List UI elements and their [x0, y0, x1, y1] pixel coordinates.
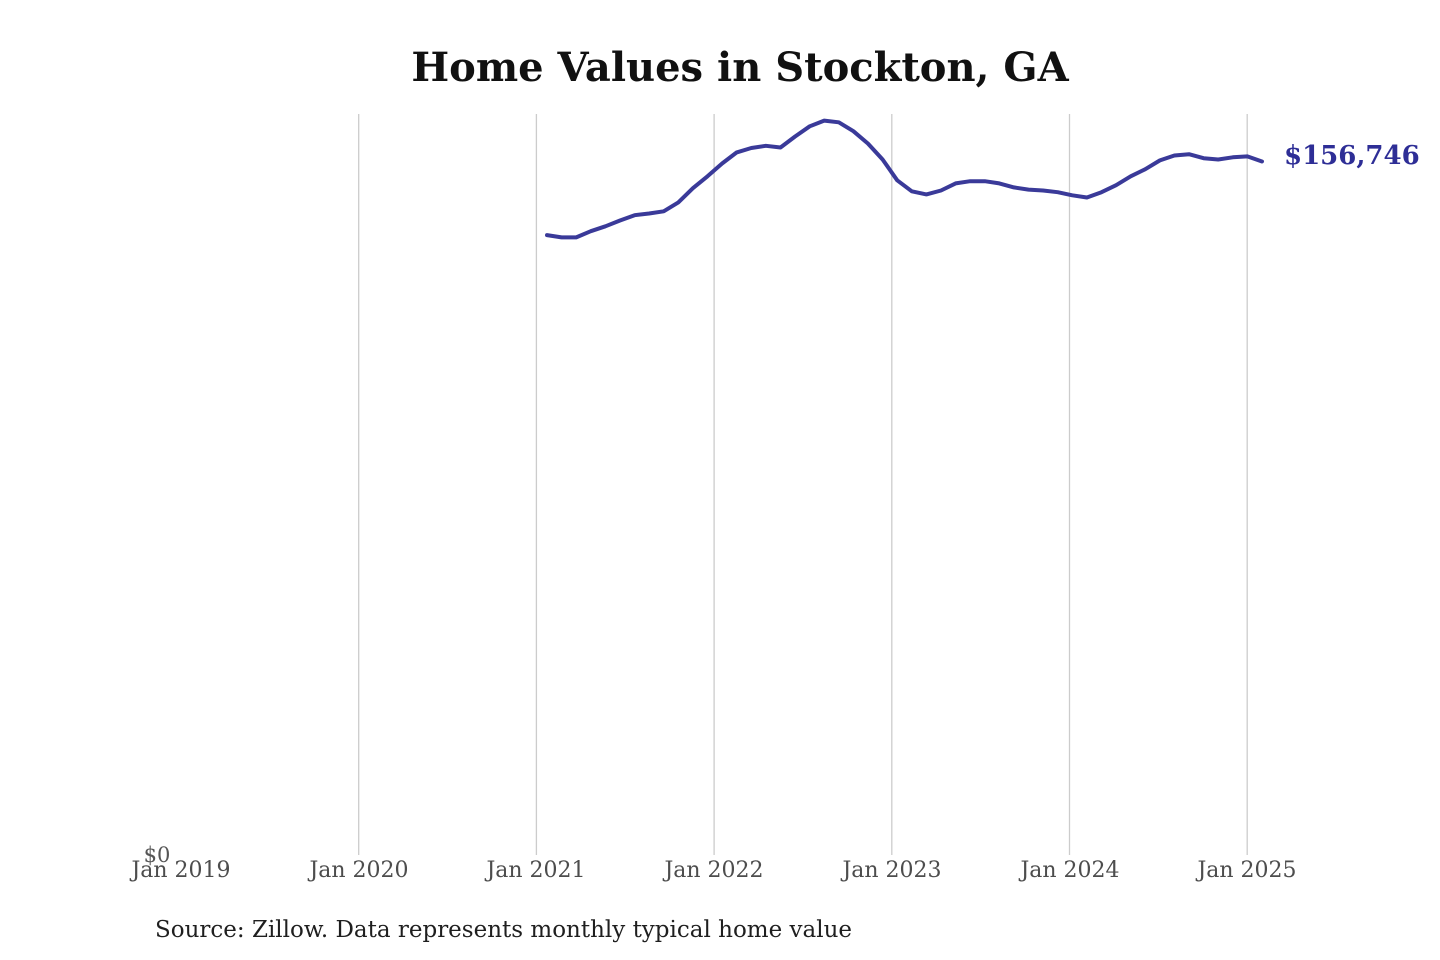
source-note: Source: Zillow. Data represents monthly … [155, 917, 853, 943]
x-axis-label: Jan 2020 [309, 858, 409, 883]
x-axis-label: Jan 2021 [486, 858, 586, 883]
latest-value-label: $156,746 [1284, 141, 1420, 171]
x-axis-label: Jan 2022 [664, 858, 764, 883]
y-axis-zero-label: $0 [143, 843, 171, 867]
year-gridlines [358, 114, 1248, 855]
x-axis-label: Jan 2024 [1020, 858, 1120, 883]
home-value-line [545, 118, 1264, 240]
x-axis-label: Jan 2023 [842, 858, 942, 883]
x-axis-label: Jan 2019 [131, 858, 231, 883]
chart-title: Home Values in Stockton, GA [411, 44, 1069, 91]
x-axis-label: Jan 2025 [1197, 858, 1297, 883]
